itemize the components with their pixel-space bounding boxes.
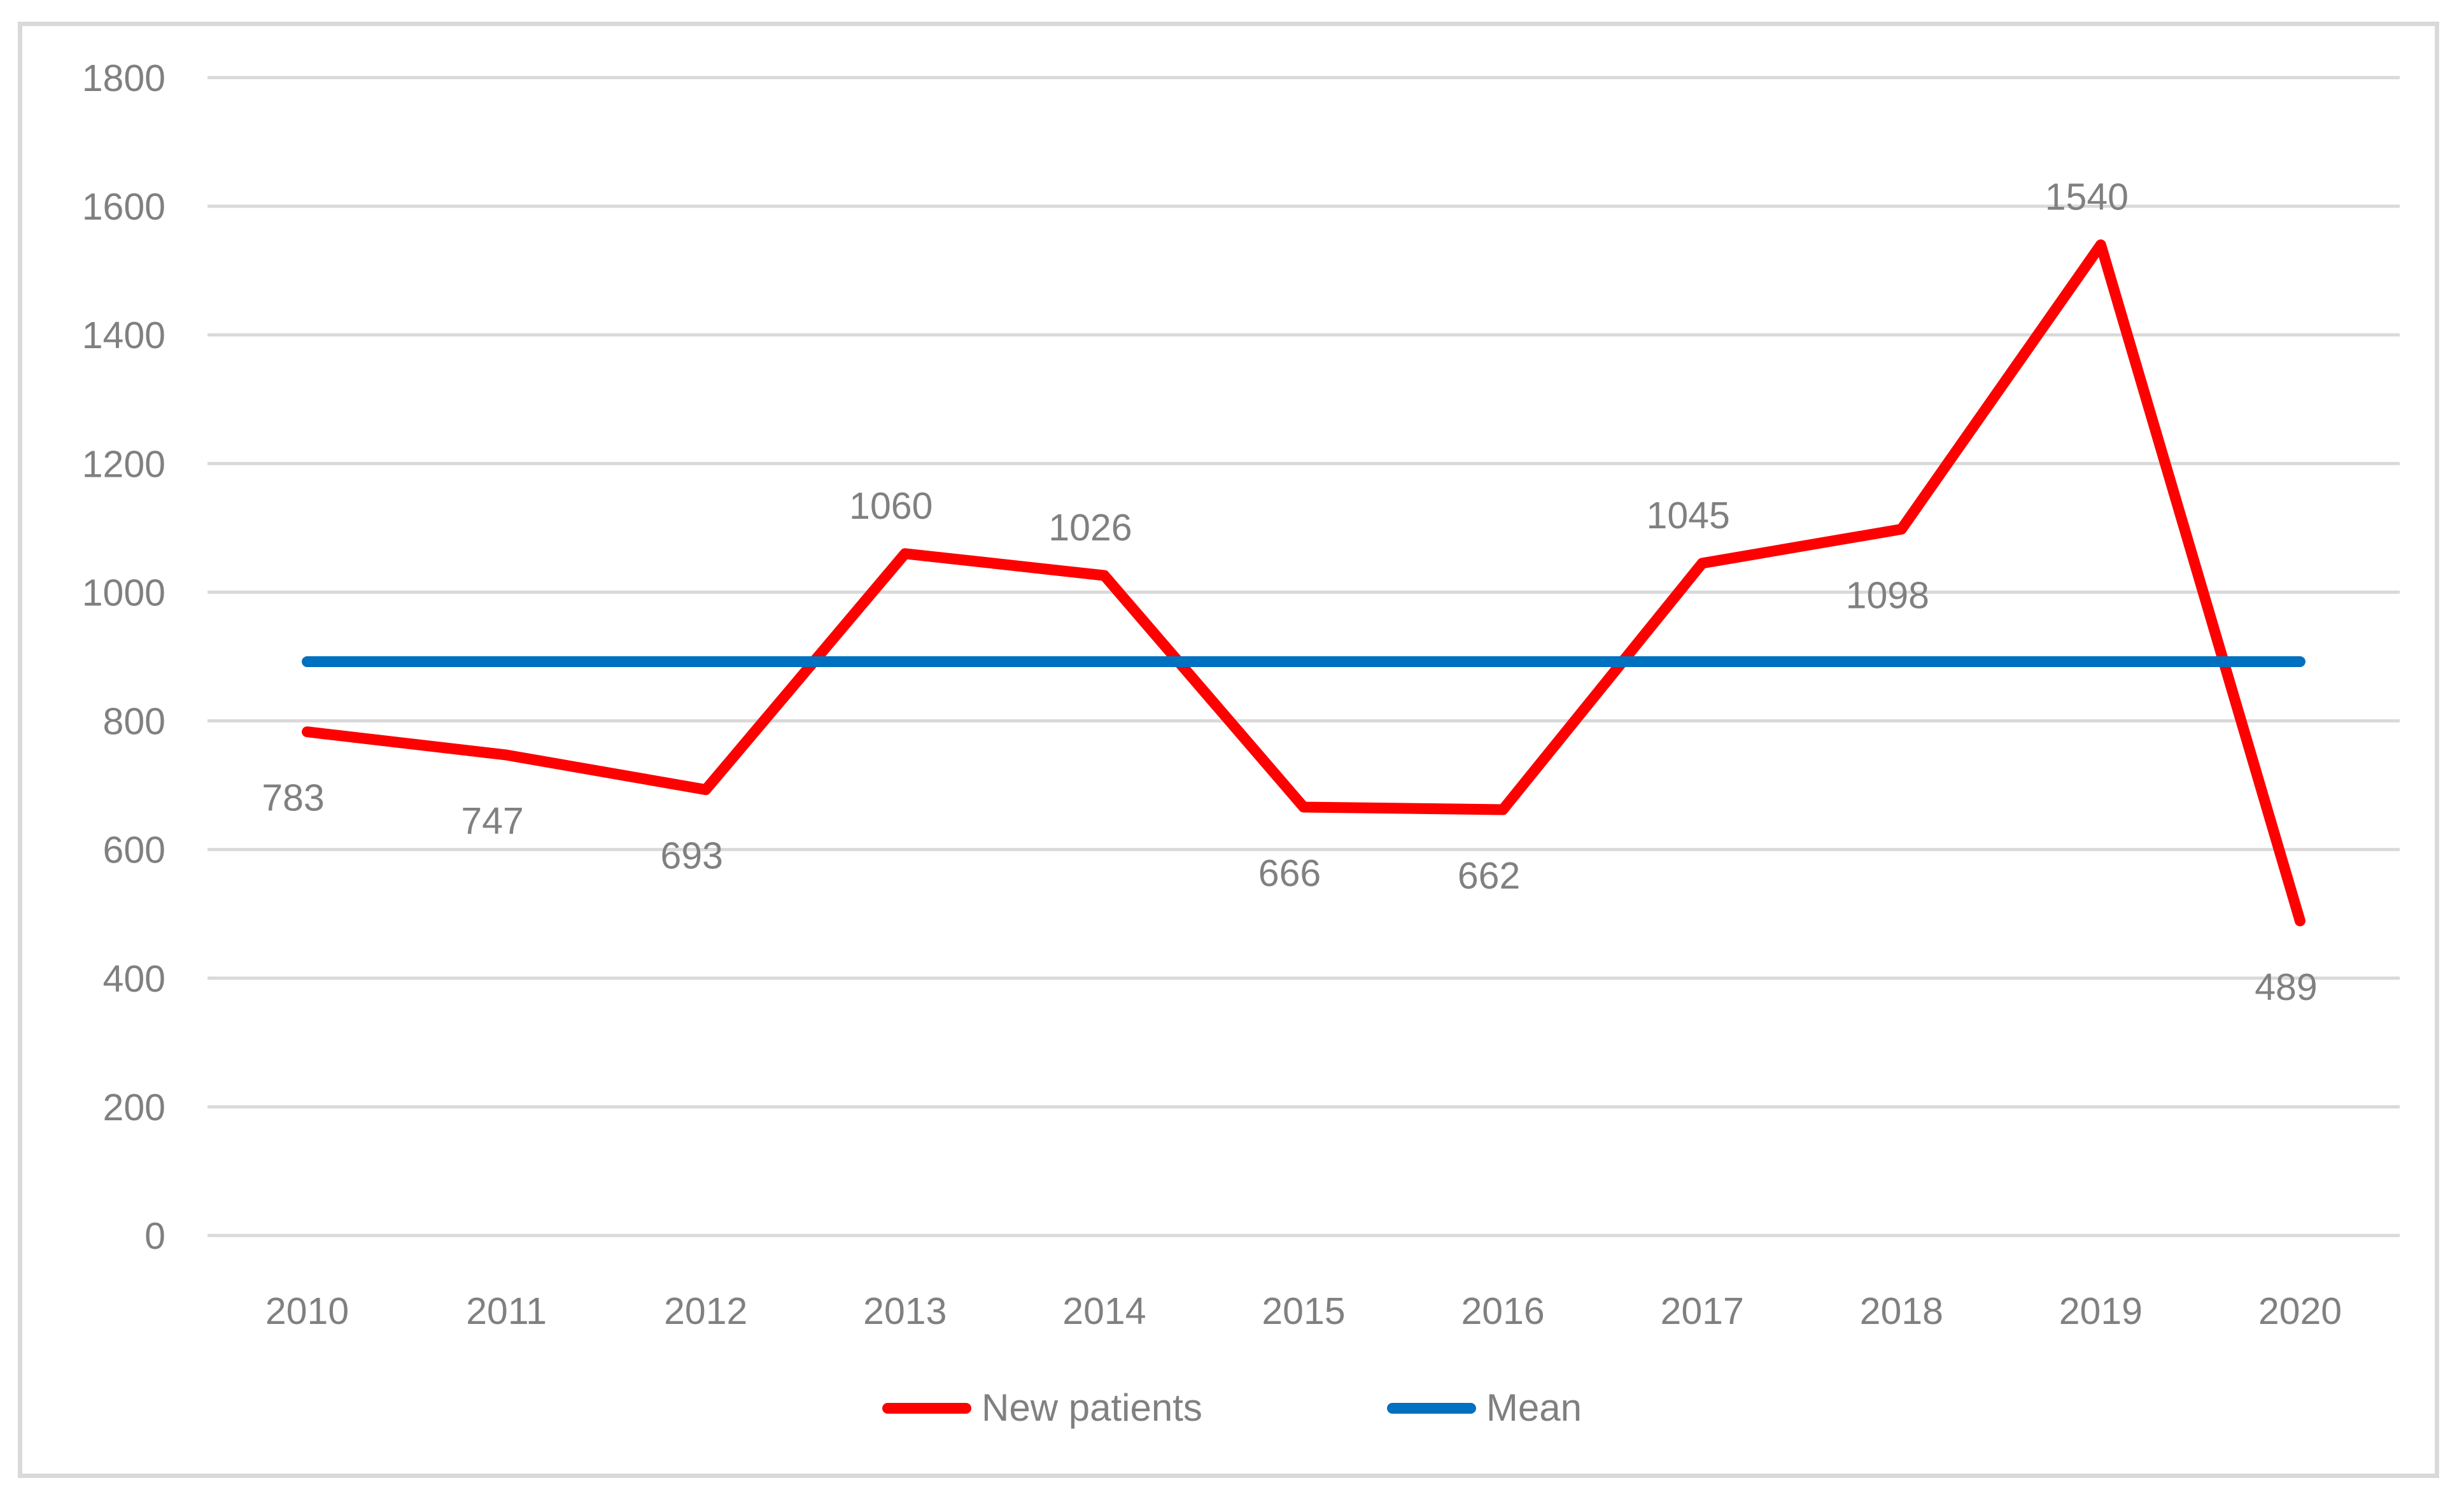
x-axis-label: 2017 [1661, 1290, 1744, 1332]
y-axis-tick-label: 0 [144, 1215, 165, 1257]
data-label: 693 [661, 835, 723, 877]
legend: New patients Mean [0, 1389, 2464, 1427]
legend-label-new-patients: New patients [982, 1386, 1202, 1429]
x-axis-label: 2014 [1062, 1290, 1146, 1332]
y-axis-tick-label: 1000 [82, 572, 165, 614]
x-axis-labels: 2010 2011 2012 2013 2014 2015 2016 2017 2018 2019… [265, 1290, 2342, 1332]
y-axis-tick-labels: 0 200 400 600 800 1000 1200 1400 1600 1800 [82, 57, 165, 1257]
gridlines [208, 76, 2400, 1237]
data-label: 666 [1258, 852, 1321, 894]
y-axis-tick-label: 1200 [82, 443, 165, 485]
data-label: 1540 [2045, 176, 2129, 218]
data-labels: 783 747 693 1060 1026 666 662 1045 1098 1540 489 [262, 176, 2317, 1008]
x-axis-label: 2013 [863, 1290, 947, 1332]
x-axis-label: 2019 [2059, 1290, 2143, 1332]
y-axis-tick-label: 1800 [82, 57, 165, 99]
y-axis-tick-label: 800 [103, 701, 165, 743]
new-patients-line-swatch [882, 1402, 972, 1414]
y-axis-tick-label: 1600 [82, 186, 165, 228]
data-label: 1026 [1048, 507, 1132, 549]
x-axis-label: 2020 [2258, 1290, 2342, 1332]
data-label: 1098 [1846, 574, 1929, 616]
y-axis-tick-label: 400 [103, 958, 165, 1000]
data-label: 1060 [849, 485, 933, 527]
data-label: 1045 [1647, 495, 1730, 537]
x-axis-label: 2016 [1461, 1290, 1544, 1332]
y-axis-tick-label: 600 [103, 829, 165, 871]
x-axis-label: 2012 [664, 1290, 747, 1332]
x-axis-label: 2015 [1262, 1290, 1345, 1332]
x-axis-label: 2010 [265, 1290, 349, 1332]
new-patients-series-line [302, 239, 2306, 927]
data-label: 662 [1458, 855, 1520, 897]
y-axis-tick-label: 1400 [82, 314, 165, 356]
legend-label-mean: Mean [1486, 1386, 1582, 1429]
x-axis-label: 2011 [466, 1290, 547, 1332]
data-label: 747 [461, 800, 523, 842]
x-axis-label: 2018 [1860, 1290, 1943, 1332]
data-label: 783 [262, 777, 324, 819]
y-axis-tick-label: 200 [103, 1087, 165, 1129]
legend-item-new-patients: New patients [882, 1389, 1202, 1427]
mean-line-swatch [1386, 1402, 1476, 1414]
data-label: 489 [2255, 966, 2317, 1008]
legend-item-mean: Mean [1386, 1386, 1582, 1429]
